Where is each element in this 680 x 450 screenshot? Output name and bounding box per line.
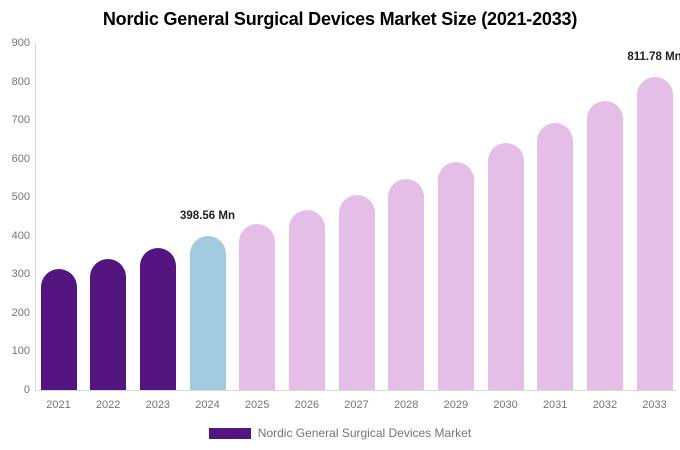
y-tick-label: 0 [23, 384, 30, 396]
bar-2027 [338, 195, 375, 390]
x-tick-label-2024: 2024 [195, 399, 220, 411]
chart-title: Nordic General Surgical Devices Market S… [102, 9, 578, 29]
x-tick-label-2029: 2029 [443, 399, 469, 411]
y-tick-label: 500 [11, 191, 30, 204]
x-tick-label-2023: 2023 [145, 399, 171, 411]
y-tick-label: 300 [11, 268, 30, 281]
bar-2022 [90, 258, 127, 390]
y-tick-label: 800 [11, 75, 30, 88]
legend-swatch [208, 427, 251, 439]
x-tick-label-2026: 2026 [294, 399, 320, 411]
x-axis-line [35, 390, 676, 391]
bar-2033 [636, 77, 673, 390]
bar-2032 [586, 100, 623, 390]
y-axis-line [35, 43, 36, 391]
legend-label: Nordic General Surgical Devices Market [257, 426, 472, 440]
bar-2025 [239, 223, 276, 390]
x-tick-label-2028: 2028 [393, 399, 419, 411]
x-tick-label-2027: 2027 [344, 399, 369, 411]
bar-2024 [189, 236, 226, 390]
bar-2031 [537, 122, 574, 390]
x-tick-label-2025: 2025 [244, 399, 270, 411]
x-tick-label-2032: 2032 [592, 399, 618, 411]
data-label-2024: 398.56 Mn [180, 210, 235, 223]
x-tick-label-2022: 2022 [95, 399, 121, 411]
y-tick-label: 900 [11, 37, 30, 49]
bar-2021 [40, 268, 77, 390]
legend: Nordic General Surgical Devices Market [0, 426, 680, 440]
y-tick-label: 400 [11, 229, 30, 242]
data-label-2033: 811.78 Mn [627, 51, 680, 63]
bar-2028 [388, 179, 425, 390]
bar-2029 [437, 161, 474, 390]
y-tick-label: 600 [11, 152, 30, 165]
x-tick-label-2033: 2033 [642, 399, 667, 411]
y-tick-label: 200 [11, 306, 30, 319]
x-tick-label-2030: 2030 [493, 399, 518, 411]
y-tick-label: 100 [11, 345, 30, 358]
y-tick-label: 700 [11, 114, 30, 127]
bar-2030 [487, 143, 524, 390]
x-tick-label-2021: 2021 [46, 399, 71, 411]
x-tick-label-2031: 2031 [542, 399, 568, 411]
bar-2023 [139, 248, 176, 390]
bar-2026 [288, 209, 325, 390]
